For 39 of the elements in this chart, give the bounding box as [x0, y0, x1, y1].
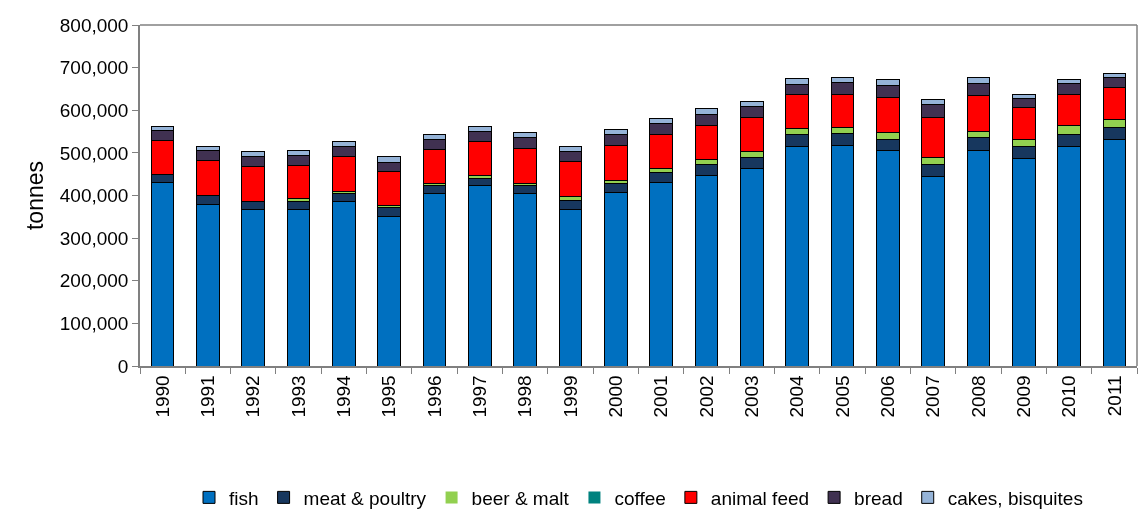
x-tick-label: 2008 — [967, 375, 989, 418]
x-tick-label: 1995 — [378, 375, 400, 418]
x-tick-label: 2010 — [1058, 375, 1080, 418]
x-tick-label: 1997 — [469, 375, 491, 418]
y-axis-title: tonnes — [21, 160, 48, 231]
y-tick-label: 600,000 — [59, 99, 129, 121]
x-tick-label: 2006 — [876, 375, 898, 418]
x-tick-label: 2011 — [1103, 375, 1125, 417]
x-tick-label: 2002 — [695, 375, 717, 418]
x-tick-label: 1994 — [333, 374, 355, 418]
legend-label: beer & malt — [471, 487, 570, 509]
x-tick-label: 2009 — [1012, 375, 1034, 418]
x-tick-label: 2003 — [740, 375, 762, 418]
y-tick-label: 0 — [117, 355, 129, 377]
x-tick-label: 1992 — [242, 375, 264, 418]
x-tick-label: 2004 — [786, 374, 808, 418]
x-tick-label: 1999 — [559, 375, 581, 418]
x-tick-label: 1998 — [514, 375, 536, 418]
y-tick-label: 700,000 — [59, 57, 129, 79]
x-tick-label: 1993 — [287, 375, 309, 418]
y-tick-label: 400,000 — [59, 185, 129, 207]
legend-label: coffee — [614, 487, 666, 509]
legend-label: bread — [854, 487, 903, 509]
legend-label: animal feed — [710, 487, 810, 509]
y-tick-label: 100,000 — [59, 313, 129, 335]
y-tick-label: 500,000 — [59, 142, 129, 164]
legend-label: cakes, bisquites — [947, 487, 1083, 509]
x-tick-label: 2007 — [922, 375, 944, 418]
y-tick-label: 200,000 — [59, 270, 129, 292]
x-tick-label: 1991 — [197, 375, 219, 418]
legend-label: fish — [229, 487, 259, 509]
y-tick-label: 800,000 — [59, 14, 129, 36]
y-tick-label: 300,000 — [59, 227, 129, 249]
x-tick-label: 2000 — [605, 375, 627, 418]
x-tick-label: 2005 — [831, 375, 853, 418]
x-tick-label: 2001 — [650, 375, 672, 418]
x-tick-label: 1996 — [423, 375, 445, 418]
legend-label: meat & poultry — [303, 487, 427, 509]
x-tick-label: 1990 — [151, 375, 173, 418]
